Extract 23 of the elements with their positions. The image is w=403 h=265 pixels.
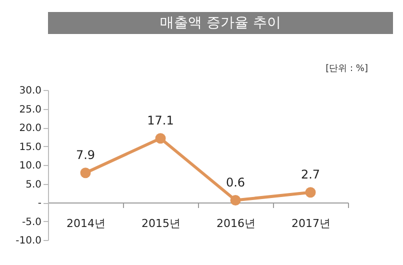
x-tick-label: 2014년 [66,217,106,230]
point [305,187,316,198]
point [155,133,166,144]
y-tick-label: 10.0 [19,160,42,172]
chart-title: 매출액 증가율 추이 [160,15,281,31]
data-label: 2.7 [300,167,320,182]
y-tick-label: 5.0 [26,179,42,190]
y-tick-label: 15.0 [19,142,42,153]
x-tick-label: 2015년 [142,217,180,230]
y-tick-label: 30.0 [19,86,42,96]
text: [단위 : %] [326,64,368,74]
x-tick-label: 2017년 [292,217,330,230]
data-label: 7.9 [76,148,96,162]
y-tick-label: -10.0 [16,236,42,246]
y-tick-label: 20.0 [19,123,42,134]
data-label: 17.1 [147,113,174,128]
y-tick-label: -5.0 [22,216,42,228]
x-tick-label: 2016년 [216,217,256,230]
y-tick-label: 25.0 [19,104,42,116]
y-tick-label: - [38,198,42,209]
data-label: 0.6 [226,175,246,190]
point [80,168,91,178]
point [230,195,241,206]
